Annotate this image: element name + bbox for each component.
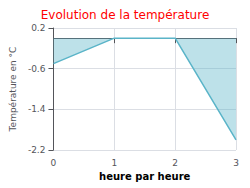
svg-text:heure par heure: heure par heure (99, 171, 190, 182)
svg-text:0: 0 (51, 158, 57, 168)
svg-text:1: 1 (111, 158, 117, 168)
svg-text:-2.2: -2.2 (28, 145, 46, 155)
svg-text:Evolution de la température: Evolution de la température (41, 8, 210, 22)
svg-text:Température en °C: Température en °C (8, 47, 18, 133)
svg-text:3: 3 (233, 158, 239, 168)
svg-text:0.2: 0.2 (31, 23, 45, 33)
svg-text:-0.6: -0.6 (28, 64, 46, 74)
svg-text:-1.4: -1.4 (28, 104, 46, 114)
svg-text:2: 2 (172, 158, 178, 168)
